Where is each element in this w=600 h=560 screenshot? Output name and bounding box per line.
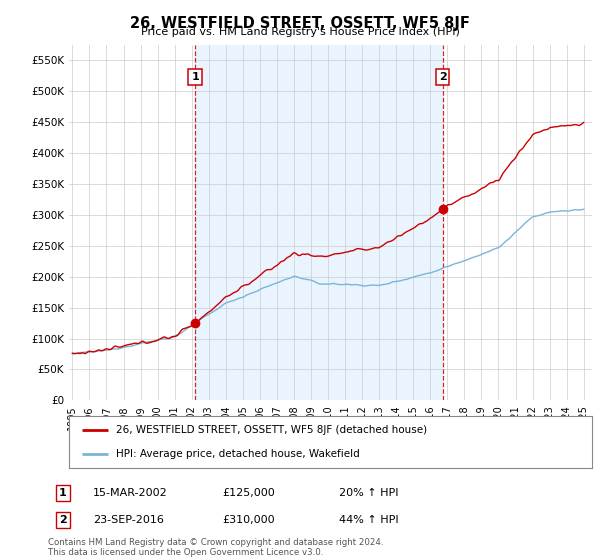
- Text: Price paid vs. HM Land Registry's House Price Index (HPI): Price paid vs. HM Land Registry's House …: [140, 27, 460, 37]
- Text: 26, WESTFIELD STREET, OSSETT, WF5 8JF (detached house): 26, WESTFIELD STREET, OSSETT, WF5 8JF (d…: [116, 425, 427, 435]
- Text: £310,000: £310,000: [222, 515, 275, 525]
- Text: 23-SEP-2016: 23-SEP-2016: [93, 515, 164, 525]
- Bar: [195, 45, 443, 400]
- Text: 26, WESTFIELD STREET, OSSETT, WF5 8JF: 26, WESTFIELD STREET, OSSETT, WF5 8JF: [130, 16, 470, 31]
- Text: 2: 2: [439, 72, 446, 82]
- Text: Contains HM Land Registry data © Crown copyright and database right 2024.
This d: Contains HM Land Registry data © Crown c…: [48, 538, 383, 557]
- Text: 15-MAR-2002: 15-MAR-2002: [93, 488, 168, 498]
- Text: HPI: Average price, detached house, Wakefield: HPI: Average price, detached house, Wake…: [116, 449, 360, 459]
- Text: 1: 1: [59, 488, 67, 498]
- Text: 2: 2: [59, 515, 67, 525]
- Text: 44% ↑ HPI: 44% ↑ HPI: [339, 515, 398, 525]
- Text: £125,000: £125,000: [222, 488, 275, 498]
- Text: 1: 1: [191, 72, 199, 82]
- Text: 20% ↑ HPI: 20% ↑ HPI: [339, 488, 398, 498]
